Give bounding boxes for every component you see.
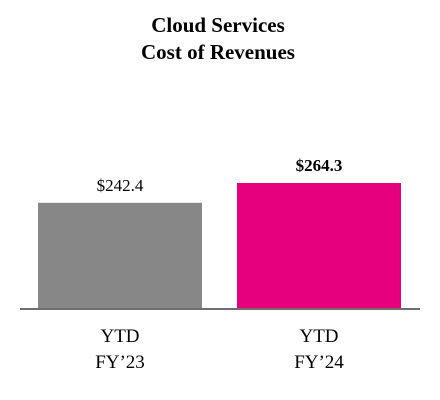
chart-title-line-2: Cost of Revenues: [141, 40, 295, 64]
category-label-1-line-2: FY’23: [95, 352, 145, 373]
category-label-2-line-2: FY’24: [294, 352, 344, 373]
bar-1: [38, 202, 202, 309]
data-label-1: $242.4: [97, 176, 144, 195]
category-label-1-line-1: YTD: [100, 326, 139, 347]
data-label-2: $264.3: [296, 156, 343, 175]
chart-title-line-1: Cloud Services: [151, 13, 285, 37]
chart-title: Cloud Services Cost of Revenues: [0, 12, 436, 66]
bar-2: [237, 183, 401, 309]
category-label-2-line-1: YTD: [299, 326, 338, 347]
